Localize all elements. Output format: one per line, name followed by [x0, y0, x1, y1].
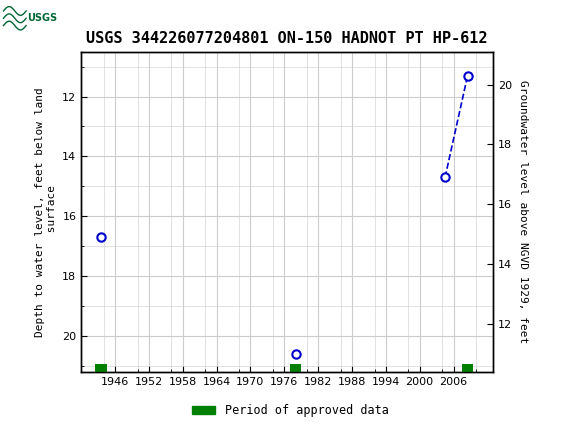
Text: USGS: USGS [67, 12, 105, 25]
Y-axis label: Groundwater level above NGVD 1929, feet: Groundwater level above NGVD 1929, feet [517, 80, 528, 344]
Y-axis label: Depth to water level, feet below land
 surface: Depth to water level, feet below land su… [35, 87, 57, 337]
Legend: Period of approved data: Period of approved data [187, 399, 393, 422]
Title: USGS 344226077204801 ON-150 HADNOT PT HP-612: USGS 344226077204801 ON-150 HADNOT PT HP… [86, 31, 488, 46]
Bar [290, 364, 301, 372]
Bar [95, 364, 107, 372]
Text: USGS: USGS [27, 13, 57, 23]
Bar [462, 364, 473, 372]
FancyBboxPatch shape [3, 3, 55, 34]
